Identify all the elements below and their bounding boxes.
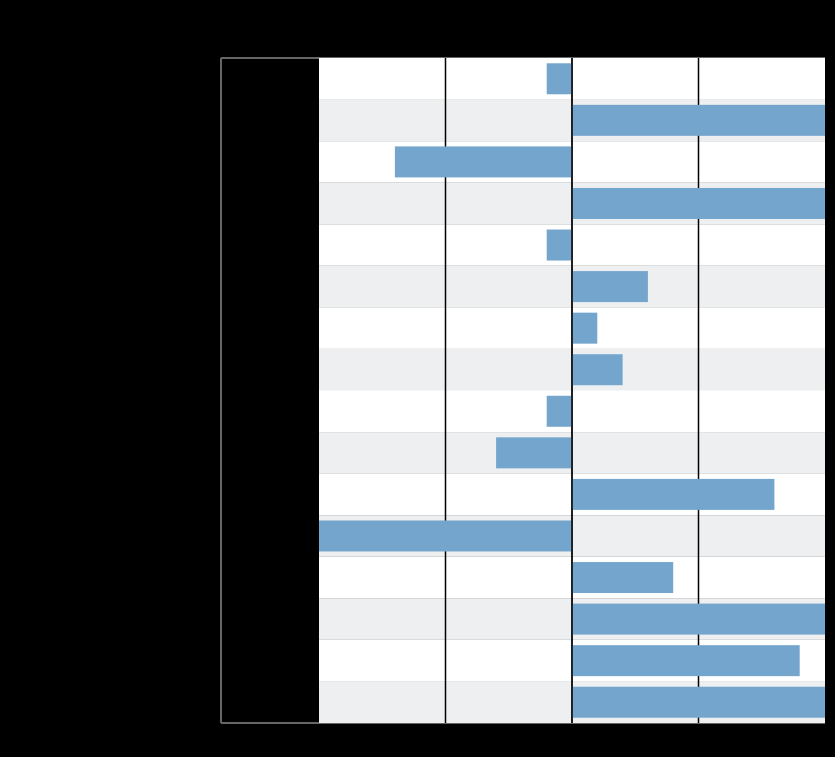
bar bbox=[572, 645, 800, 677]
bar bbox=[572, 187, 825, 219]
bar bbox=[546, 395, 572, 427]
bar bbox=[572, 104, 825, 136]
bar bbox=[572, 271, 648, 303]
bar bbox=[572, 478, 775, 510]
bar bbox=[572, 354, 623, 386]
bar bbox=[394, 146, 572, 178]
bar bbox=[496, 437, 572, 469]
bar bbox=[546, 63, 572, 95]
bar bbox=[572, 312, 598, 344]
bar bbox=[572, 686, 825, 718]
category-label-area bbox=[221, 58, 319, 723]
bar bbox=[546, 229, 572, 261]
bar bbox=[572, 603, 825, 635]
bar bbox=[572, 562, 674, 594]
bar bbox=[319, 520, 572, 552]
